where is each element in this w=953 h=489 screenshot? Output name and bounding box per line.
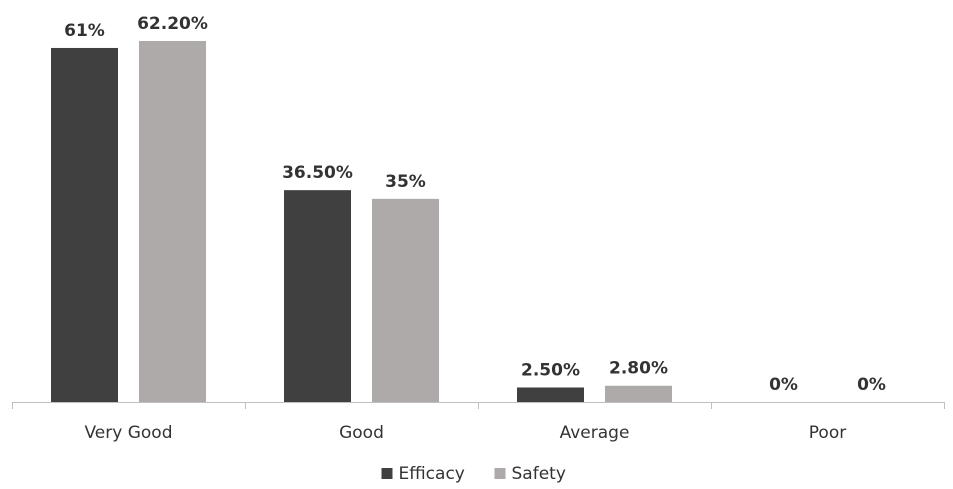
legend-label-efficacy: Efficacy	[399, 464, 465, 484]
data-label-efficacy-good: 36.50%	[282, 163, 353, 183]
bar-safety-very-good	[139, 41, 206, 402]
bars-layer	[51, 41, 672, 402]
x-tick-label-good: Good	[339, 423, 384, 443]
bar-safety-average	[605, 385, 672, 402]
legend-swatch-safety	[494, 468, 506, 479]
data-label-efficacy-very-good: 61%	[64, 21, 105, 41]
bar-safety-good	[372, 198, 439, 402]
x-axis	[12, 402, 945, 409]
x-tick-labels: Very Good Good Average Poor	[85, 423, 847, 443]
bar-efficacy-average	[517, 387, 584, 402]
legend-swatch-efficacy	[381, 468, 393, 479]
legend: Efficacy Safety	[381, 464, 566, 484]
data-labels-layer: 61% 62.20% 36.50% 35% 2.50% 2.80% 0% 0%	[64, 14, 886, 395]
data-label-efficacy-average: 2.50%	[521, 360, 580, 380]
data-label-safety-poor: 0%	[857, 375, 886, 395]
data-label-safety-average: 2.80%	[609, 359, 668, 379]
data-label-efficacy-poor: 0%	[769, 375, 798, 395]
x-tick-label-average: Average	[560, 423, 630, 443]
legend-label-safety: Safety	[512, 464, 566, 484]
x-tick-label-very-good: Very Good	[85, 423, 173, 443]
bar-efficacy-good	[284, 190, 351, 402]
x-tick-label-poor: Poor	[809, 423, 846, 443]
bar-efficacy-very-good	[51, 47, 118, 402]
data-label-safety-very-good: 62.20%	[137, 14, 208, 34]
data-label-safety-good: 35%	[385, 172, 426, 192]
